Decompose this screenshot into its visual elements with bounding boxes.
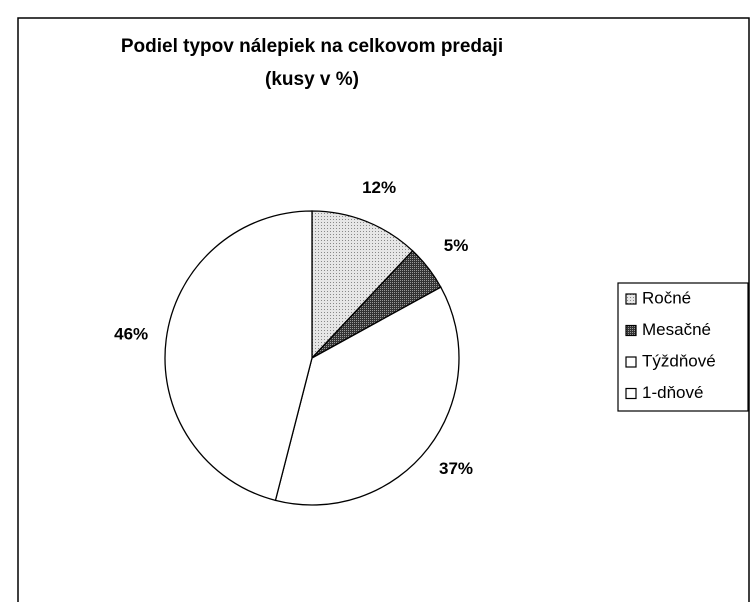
pie-slice	[274, 286, 460, 506]
legend-box	[617, 282, 749, 412]
legend-swatch	[625, 293, 637, 305]
value-label: 37%	[439, 459, 473, 478]
chart-subtitle: (kusy v %)	[265, 69, 359, 90]
chart-title: Podiel typov nálepiek na celkovom predaj…	[121, 36, 503, 57]
legend-label: Ročné	[642, 288, 691, 307]
legend-label: Mesačné	[642, 320, 711, 339]
value-label: 46%	[114, 325, 148, 344]
legend-label: Týždňové	[642, 351, 716, 370]
legend-swatch	[625, 387, 637, 400]
value-label: 12%	[362, 178, 396, 197]
legend-swatch	[625, 356, 637, 368]
legend-swatch	[625, 324, 637, 337]
legend-label: 1-dňové	[642, 383, 703, 402]
pie-slice	[164, 210, 313, 502]
value-label: 5%	[444, 236, 469, 255]
pie-slice	[311, 210, 414, 360]
